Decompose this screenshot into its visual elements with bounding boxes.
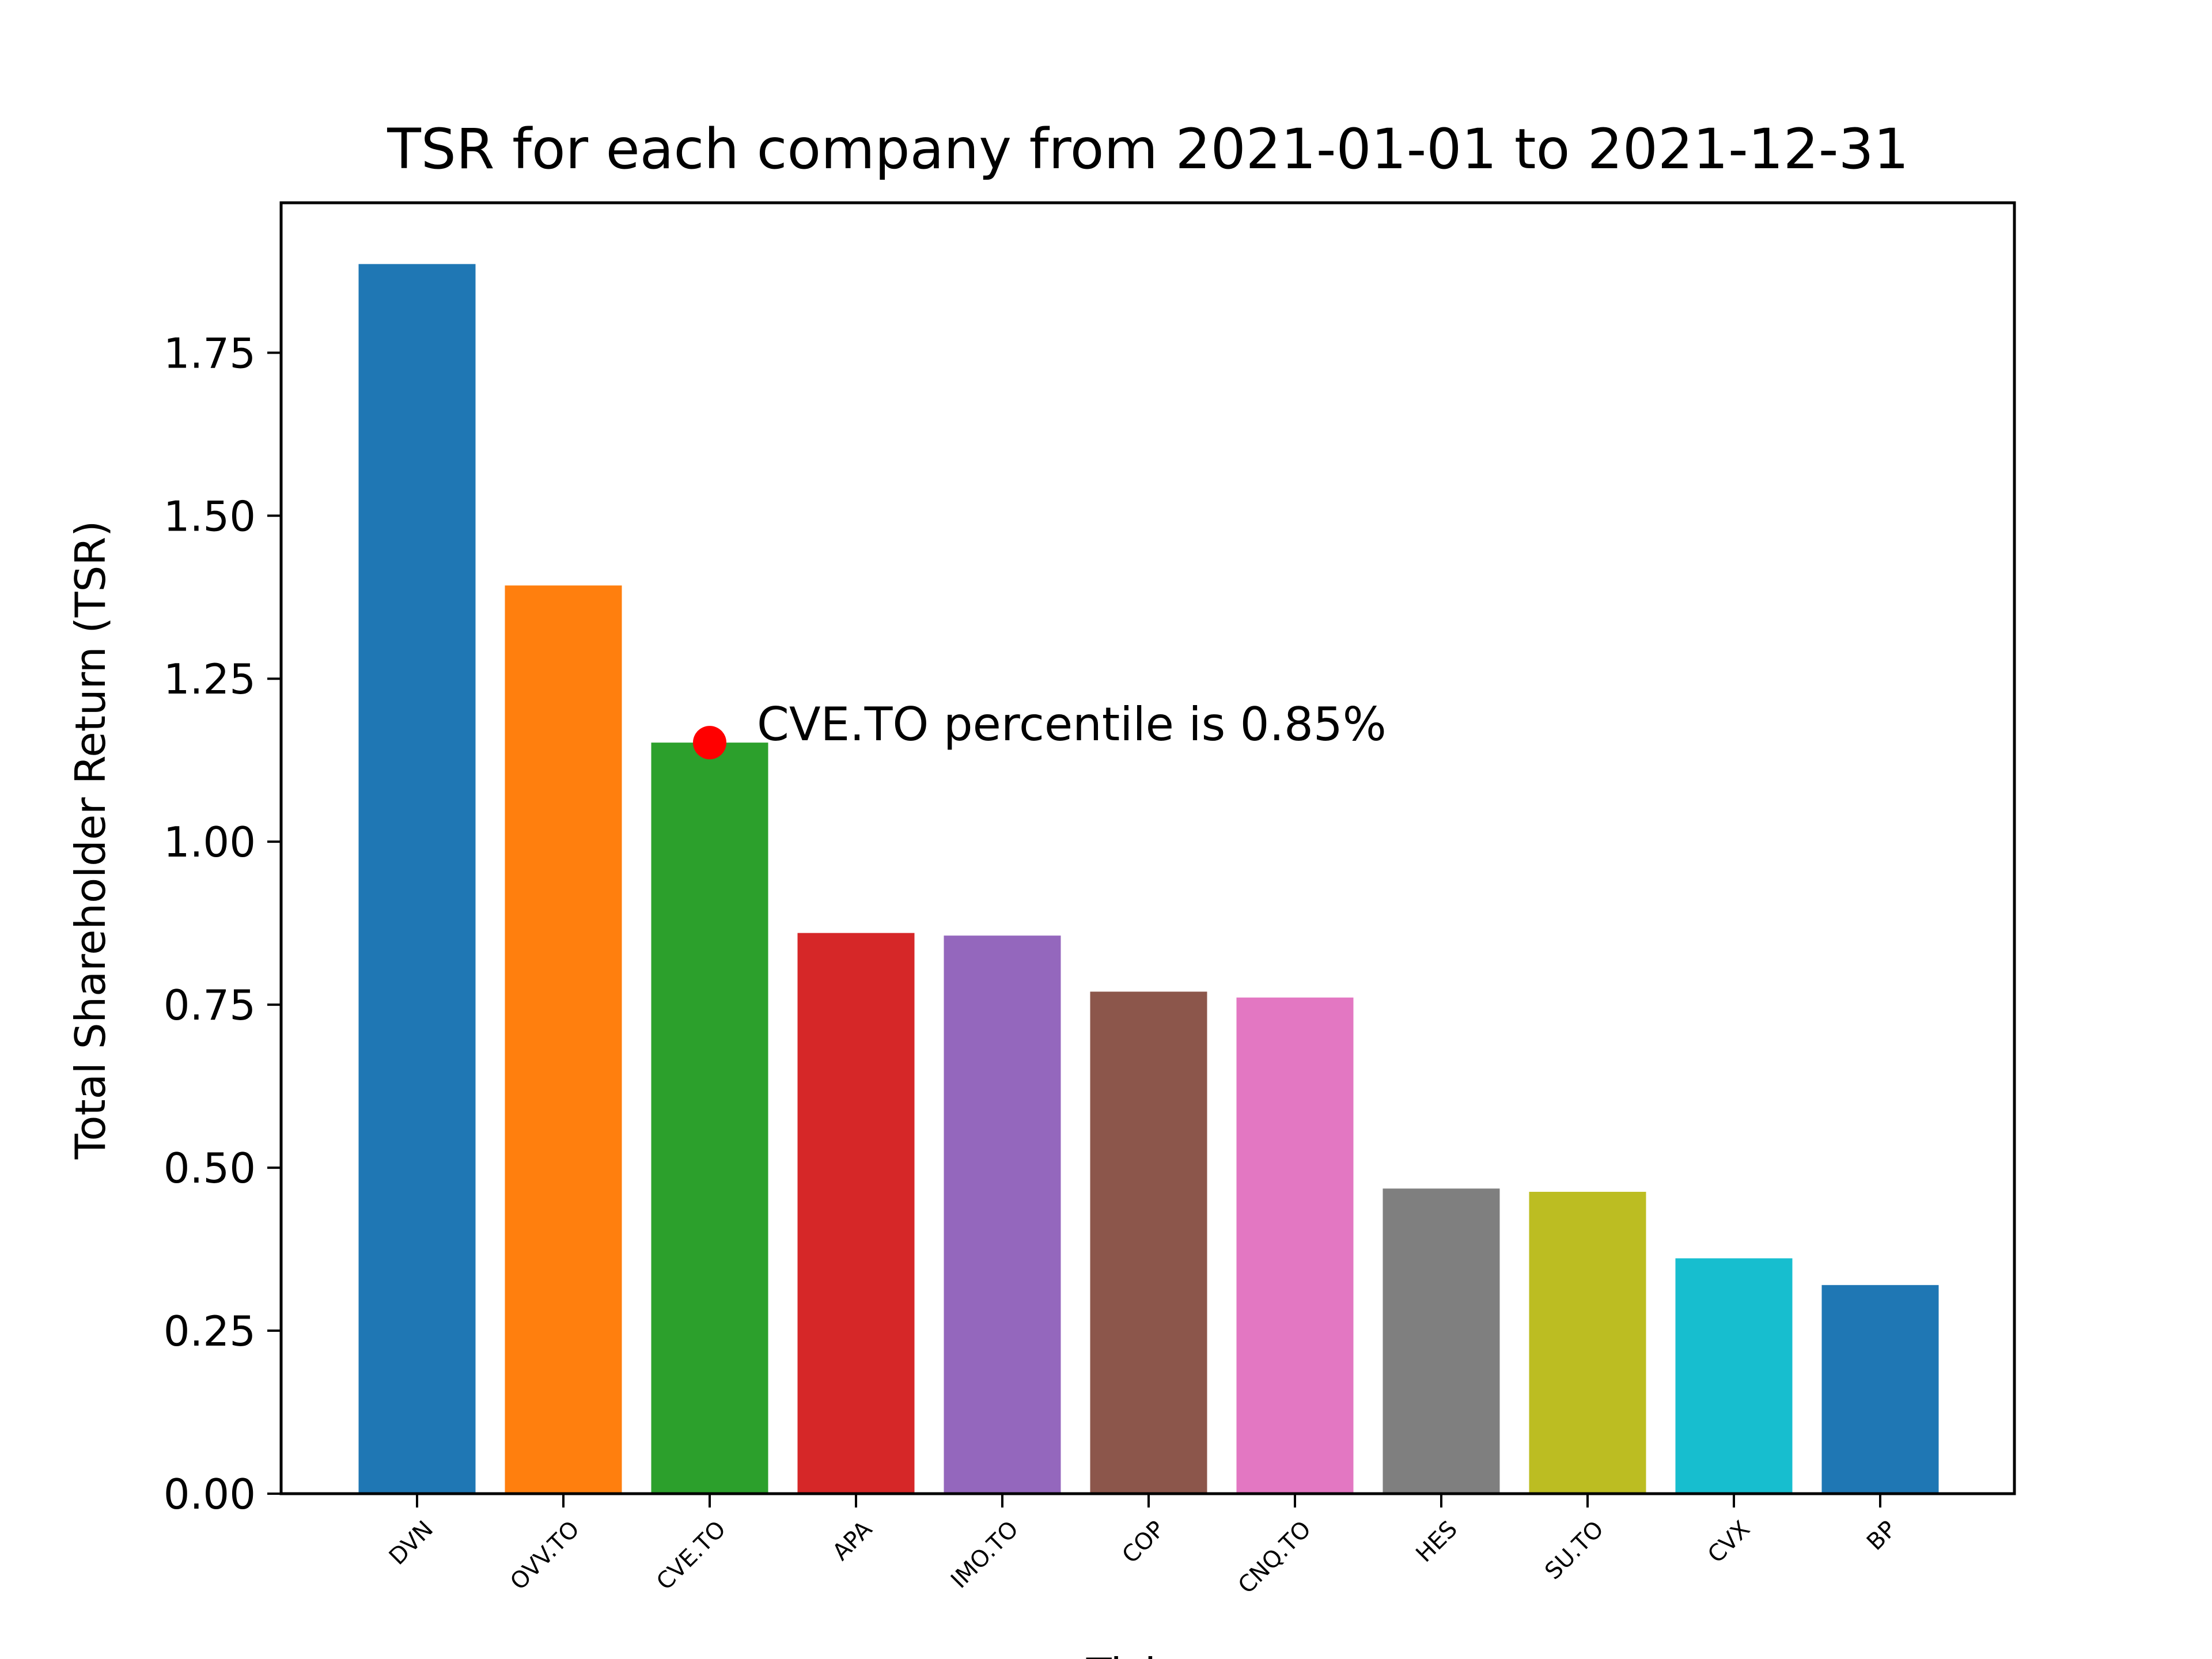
bar-cop xyxy=(1090,991,1207,1494)
y-axis-label: Total Shareholder Return (TSR) xyxy=(66,521,115,1160)
bar-dvn xyxy=(358,264,476,1494)
x-axis-label: Ticker xyxy=(1086,1649,1210,1659)
chart-title: TSR for each company from 2021-01-01 to … xyxy=(387,117,1908,181)
bar-apa xyxy=(797,933,915,1494)
bar-imo-to xyxy=(944,935,1061,1494)
y-tick-label: 0.00 xyxy=(164,1470,256,1518)
y-tick-label: 0.75 xyxy=(164,981,256,1029)
bar-cve-to xyxy=(651,743,768,1494)
y-tick-label: 1.25 xyxy=(164,655,256,703)
y-tick-label: 1.00 xyxy=(164,818,256,866)
bar-ovv-to xyxy=(505,585,622,1494)
highlight-annotation: CVE.TO percentile is 0.85% xyxy=(693,698,1387,760)
bar-cnq-to xyxy=(1236,997,1354,1494)
y-axis: 0.00 0.25 0.50 0.75 1.00 1.25 1.50 1.75 xyxy=(164,329,281,1518)
y-tick-label: 1.50 xyxy=(164,492,256,540)
y-tick-label: 0.50 xyxy=(164,1144,256,1192)
bar-cvx xyxy=(1675,1258,1793,1494)
y-tick-label: 1.75 xyxy=(164,329,256,377)
bar-hes xyxy=(1382,1188,1500,1494)
highlight-marker xyxy=(693,726,726,760)
plot-area xyxy=(358,264,1939,1494)
highlight-label: CVE.TO percentile is 0.85% xyxy=(757,698,1387,751)
bar-su-to xyxy=(1529,1191,1646,1494)
y-tick-label: 0.25 xyxy=(164,1307,256,1355)
bar-bp xyxy=(1821,1285,1939,1494)
